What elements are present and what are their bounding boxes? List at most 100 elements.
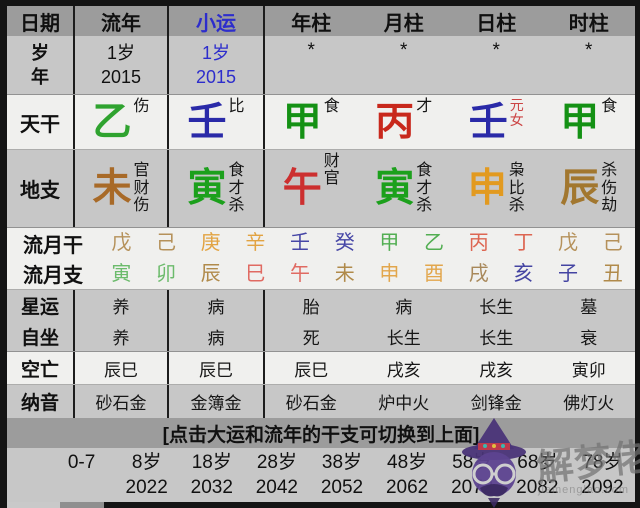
month-branch[interactable]: 未 [334, 262, 355, 285]
dizhi-liunian[interactable]: 未 官财伤 [75, 150, 169, 227]
stem-char: 甲 [560, 100, 600, 144]
month-pillar-star: * [400, 40, 408, 61]
branch-char: 申 [467, 167, 507, 210]
header-year-pillar: 年柱 [291, 12, 332, 35]
month-stem[interactable]: 乙 [424, 232, 445, 254]
branch-anns: 食才杀 [416, 161, 433, 215]
branch-char: 寅 [187, 167, 227, 210]
month-branch[interactable]: 午 [290, 262, 311, 285]
month-branch[interactable]: 子 [558, 262, 579, 285]
hint-row: [点击大运和流年的干支可切换到上面] [7, 418, 635, 448]
liuyue-gan-label: 流月干 [23, 234, 83, 257]
dizhi-hour: 辰 杀伤劫 [543, 150, 636, 227]
month-stem[interactable]: 己 [156, 232, 176, 254]
month-branch[interactable]: 辰 [200, 262, 221, 285]
liuyue-zhi-row: 流月支 寅 卯 辰 巳 午 未 申 酉 戌 亥 子 丑 [7, 258, 635, 290]
month-branch[interactable]: 巳 [245, 262, 266, 285]
header-day-pillar: 日柱 [476, 12, 517, 35]
dizhi-month: 寅 食才杀 [358, 150, 451, 227]
kongwang-row: 空亡 辰巳 辰巳 辰巳 戌亥 戌亥 寅卯 [7, 352, 635, 385]
month-branch[interactable]: 丑 [602, 262, 623, 285]
nayin-label: 纳音 [7, 385, 75, 418]
header-row: 日期 流年 小运 年柱 月柱 日柱 时柱 [7, 6, 635, 36]
stem-char: 丙 [375, 100, 415, 144]
xingyun-label: 星运 [7, 290, 75, 321]
value-cell: 砂石金 [285, 394, 337, 413]
branch-char: 午 [282, 167, 322, 210]
scrollbar-handle[interactable] [60, 502, 104, 508]
stem-ann: 食 [323, 97, 340, 115]
month-branch[interactable]: 卯 [156, 262, 176, 285]
month-stem[interactable]: 癸 [334, 232, 355, 254]
value-cell: 戌亥 [479, 360, 514, 380]
value-cell: 病 [169, 290, 265, 321]
tiangan-liunian[interactable]: 乙 伤 [75, 95, 169, 149]
month-branch[interactable]: 亥 [513, 262, 534, 285]
month-stem[interactable]: 丙 [468, 232, 489, 254]
month-branch[interactable]: 戌 [468, 262, 489, 285]
hint-text: [点击大运和流年的干支可切换到上面] [162, 424, 480, 446]
stem-ann: 食 [601, 97, 618, 115]
dizhi-label: 地支 [7, 150, 75, 227]
month-stem[interactable]: 辛 [245, 232, 266, 254]
month-stem[interactable]: 己 [602, 232, 623, 254]
dayun-column[interactable]: 68岁 2082 [516, 452, 559, 498]
value-cell: 佛灯火 [563, 394, 615, 413]
dayun-column[interactable]: 48岁 2062 [385, 452, 429, 498]
liuyue-gan-chars: 戊 己 庚 辛 壬 癸 甲 乙 丙 丁 戊 己 [99, 233, 635, 253]
liunian-age-year[interactable]: 1岁 2015 [75, 36, 169, 94]
value-cell: 长生 [386, 328, 421, 348]
value-cell: 寅卯 [571, 360, 606, 380]
month-stem[interactable]: 丁 [513, 232, 534, 254]
stem-ann: 比 [228, 97, 245, 115]
value-cell: 养 [75, 321, 169, 351]
liuyue-zhi-chars: 寅 卯 辰 巳 午 未 申 酉 戌 亥 子 丑 [99, 264, 635, 284]
dayun-column[interactable]: 8岁 2022 [125, 452, 168, 498]
xiaoyun-age-year[interactable]: 1岁 2015 [169, 36, 265, 94]
value-cell: 辰巳 [169, 352, 265, 384]
month-branch[interactable]: 酉 [424, 262, 445, 285]
tiangan-xiaoyun[interactable]: 壬 比 [169, 95, 265, 149]
stem-char: 壬 [187, 100, 227, 144]
day-pillar-star: * [492, 40, 500, 61]
month-stem[interactable]: 壬 [290, 232, 311, 254]
branch-char: 寅 [375, 167, 415, 210]
tiangan-row: 天干 乙 伤 壬 比 甲 食 丙 才 壬 元女 甲 食 [7, 95, 635, 150]
tiangan-day: 壬 元女 [450, 95, 543, 149]
header-xiaoyun[interactable]: 小运 [169, 6, 265, 36]
liuyue-zhi-label: 流月支 [23, 265, 83, 287]
value-cell: 辰巳 [75, 352, 169, 384]
zizuo-row: 自坐 养 病 死 长生 长生 衰 [7, 321, 635, 352]
stem-char: 壬 [468, 100, 508, 144]
month-stem[interactable]: 戊 [111, 232, 132, 254]
tiangan-label: 天干 [7, 95, 75, 149]
month-stem[interactable]: 甲 [379, 232, 400, 254]
dayun-column[interactable]: 58岁 2072 [451, 452, 494, 498]
nayin-row: 纳音 砂石金 金簿金 砂石金 炉中火 剑锋金 佛灯火 [7, 385, 635, 418]
month-branch[interactable]: 寅 [111, 262, 132, 285]
hour-pillar-star: * [585, 40, 593, 61]
xingyun-row: 星运 养 病 胎 病 长生 墓 [7, 290, 635, 321]
month-branch[interactable]: 申 [379, 262, 400, 285]
liuyue-gan-row: 流月干 戊 己 庚 辛 壬 癸 甲 乙 丙 丁 戊 己 [7, 228, 635, 258]
value-cell: 长生 [479, 328, 514, 348]
header-date: 日期 [7, 6, 75, 36]
branch-anns: 官财伤 [133, 161, 150, 215]
dayun-column[interactable]: 0-7 [67, 452, 96, 473]
dayun-column[interactable]: 38岁 2052 [320, 452, 364, 498]
stem-char: 甲 [282, 100, 322, 144]
dayun-column[interactable]: 18岁 2032 [190, 452, 233, 498]
branch-anns: 枭比杀 [508, 161, 525, 215]
value-cell: 衰 [580, 328, 598, 348]
dayun-column[interactable]: 28岁 2042 [255, 452, 299, 498]
age-year-label: 岁年 [7, 36, 75, 94]
horizontal-scrollbar [7, 502, 635, 508]
scrollbar-track-start [7, 502, 60, 508]
stem-ann: 伤 [133, 97, 150, 115]
dizhi-xiaoyun[interactable]: 寅 食才杀 [169, 150, 265, 227]
month-stem[interactable]: 庚 [200, 232, 221, 254]
value-cell: 剑锋金 [470, 394, 522, 413]
dayun-column[interactable]: 78岁 2092 [581, 452, 624, 498]
month-stem[interactable]: 戊 [558, 232, 579, 254]
